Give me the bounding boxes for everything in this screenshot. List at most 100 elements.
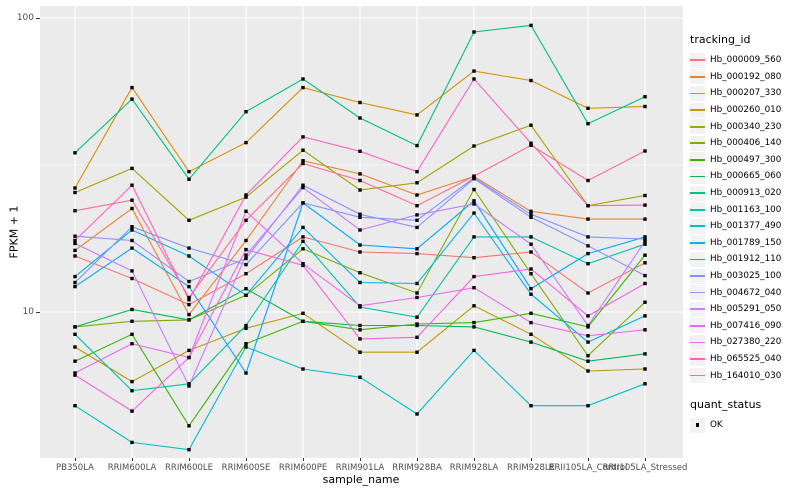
x-tick-label: RRIM600SE [221, 463, 271, 473]
data-point [358, 350, 362, 354]
data-point [73, 404, 77, 408]
data-point [643, 149, 647, 153]
data-point [643, 367, 647, 371]
legend-label: Hb_004672_040 [710, 287, 782, 298]
y-tick-mark [36, 18, 40, 19]
data-point [472, 211, 476, 215]
data-point [586, 217, 590, 221]
data-point [301, 239, 305, 243]
data-point [643, 300, 647, 304]
data-point [301, 135, 305, 139]
data-point [586, 251, 590, 256]
legend-label: Hb_000913_020 [710, 188, 782, 199]
data-point [73, 332, 77, 336]
data-point [187, 382, 191, 386]
data-point [73, 371, 77, 375]
data-point [73, 241, 77, 246]
data-point [130, 342, 134, 346]
data-point [187, 298, 191, 302]
data-point [415, 412, 419, 416]
data-point [187, 348, 191, 353]
data-point [643, 235, 647, 239]
data-point [73, 345, 77, 349]
x-tick-label: RRIM600LE [165, 463, 213, 473]
x-tick-label: RRIM928LE [507, 463, 555, 473]
data-point [244, 256, 248, 261]
data-point [415, 323, 419, 328]
data-point [130, 206, 134, 211]
x-tick-label: RRIM928BA [392, 463, 442, 473]
data-point [529, 332, 533, 336]
legend-key-line-icon [690, 52, 705, 68]
data-point [244, 253, 248, 257]
data-point [643, 281, 647, 286]
data-point [415, 181, 419, 185]
data-point [472, 325, 476, 329]
data-point [358, 375, 362, 379]
data-point [415, 291, 419, 295]
data-point [301, 235, 305, 239]
data-point [301, 85, 305, 90]
data-point [472, 177, 476, 181]
legend-item: Hb_000192_080 [690, 69, 798, 86]
data-point [586, 291, 590, 295]
legend-key-line-icon [690, 168, 705, 184]
legend-label: Hb_000009_560 [710, 55, 782, 66]
legend-item: Hb_000260_010 [690, 102, 798, 119]
data-point [415, 295, 419, 300]
data-point [415, 193, 419, 197]
x-tick-label: PB350LA [56, 463, 94, 473]
data-point [472, 174, 476, 178]
data-point [187, 218, 191, 222]
data-point [472, 144, 476, 148]
legend-key-line-icon [690, 235, 705, 251]
data-point [187, 302, 191, 307]
data-point [301, 225, 305, 230]
data-point [643, 261, 647, 265]
x-tick-label: RRIM600LA [107, 463, 157, 473]
legend-key-line-icon [690, 218, 705, 234]
legend-label: Hb_001912_110 [710, 254, 782, 265]
data-point [187, 355, 191, 360]
data-point [358, 149, 362, 153]
data-point [358, 328, 362, 332]
legend-key-line-icon [690, 285, 705, 301]
data-point [586, 334, 590, 338]
legend-label: Hb_000340_230 [710, 121, 782, 132]
data-point [472, 235, 476, 239]
data-point [358, 337, 362, 341]
data-point [130, 332, 134, 336]
data-point [586, 404, 590, 408]
data-point [301, 77, 305, 81]
data-point [244, 287, 248, 291]
plot-area [40, 6, 683, 458]
data-point [187, 448, 191, 452]
data-point [130, 238, 134, 243]
data-point [472, 199, 476, 203]
data-point [244, 218, 248, 222]
data-point [529, 404, 533, 408]
legend-label: Hb_065525_040 [710, 353, 782, 364]
legend: tracking_id Hb_000009_560 Hb_000192_080 Hb… [690, 33, 798, 433]
legend-item-quant: OK [690, 417, 798, 434]
legend-label: Hb_001377_490 [710, 221, 782, 232]
data-point [586, 262, 590, 266]
legend-key-line-icon [690, 202, 705, 218]
data-point [529, 141, 533, 145]
legend-quant-items: OK [690, 417, 798, 434]
legend-quant-status: quant_status OK [690, 398, 798, 434]
data-point [187, 384, 191, 388]
data-point [643, 382, 647, 386]
x-tick-label: RRIM901LA [335, 463, 385, 473]
data-point [187, 318, 191, 322]
data-point [301, 263, 305, 268]
legend-label: Hb_027380_220 [710, 337, 782, 348]
data-point [643, 217, 647, 221]
data-point [529, 320, 533, 325]
data-point [73, 254, 77, 258]
data-point [187, 295, 191, 300]
data-point [586, 106, 590, 110]
x-tick-label: RRIM600PE [278, 463, 328, 473]
legend-item: Hb_004672_040 [690, 284, 798, 301]
